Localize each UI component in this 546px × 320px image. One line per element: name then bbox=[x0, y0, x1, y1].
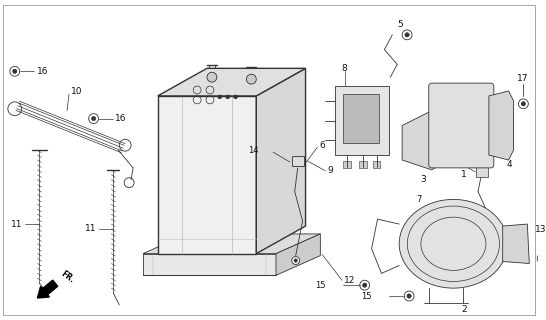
Text: 16: 16 bbox=[115, 114, 127, 123]
Polygon shape bbox=[158, 68, 306, 96]
Text: 3: 3 bbox=[420, 175, 426, 184]
Text: 5: 5 bbox=[397, 20, 403, 29]
Bar bbox=[335, 86, 389, 155]
Text: 13: 13 bbox=[535, 226, 546, 235]
Bar bbox=[359, 161, 367, 168]
Circle shape bbox=[91, 116, 96, 121]
Circle shape bbox=[483, 172, 485, 175]
Circle shape bbox=[10, 66, 20, 76]
Text: 2: 2 bbox=[461, 305, 467, 314]
Text: 1: 1 bbox=[461, 170, 467, 179]
Bar bbox=[372, 161, 381, 168]
FancyArrow shape bbox=[38, 280, 58, 298]
Polygon shape bbox=[503, 224, 529, 263]
FancyBboxPatch shape bbox=[429, 83, 494, 168]
Text: 11: 11 bbox=[85, 225, 97, 234]
Text: 11: 11 bbox=[11, 220, 23, 228]
Circle shape bbox=[405, 33, 410, 37]
Circle shape bbox=[402, 30, 412, 40]
Circle shape bbox=[363, 283, 367, 287]
Text: 16: 16 bbox=[37, 67, 48, 76]
Text: 9: 9 bbox=[327, 166, 333, 175]
Circle shape bbox=[360, 280, 370, 290]
Polygon shape bbox=[489, 91, 514, 160]
Circle shape bbox=[294, 259, 298, 262]
Circle shape bbox=[88, 114, 99, 124]
Circle shape bbox=[519, 99, 529, 109]
Circle shape bbox=[218, 95, 222, 99]
Bar bbox=[292, 156, 304, 166]
Polygon shape bbox=[158, 96, 256, 254]
Circle shape bbox=[481, 171, 487, 177]
Text: 8: 8 bbox=[341, 64, 347, 73]
Polygon shape bbox=[143, 254, 276, 275]
Ellipse shape bbox=[399, 199, 508, 288]
Circle shape bbox=[207, 72, 217, 82]
Circle shape bbox=[407, 294, 411, 298]
Text: 14: 14 bbox=[248, 146, 259, 155]
Polygon shape bbox=[276, 234, 321, 275]
Polygon shape bbox=[143, 234, 321, 254]
Circle shape bbox=[13, 69, 17, 74]
Circle shape bbox=[246, 74, 256, 84]
Text: 7: 7 bbox=[416, 195, 422, 204]
Text: 14: 14 bbox=[438, 157, 448, 166]
Text: FR.: FR. bbox=[59, 270, 76, 285]
Circle shape bbox=[521, 101, 526, 106]
Polygon shape bbox=[256, 68, 306, 254]
Bar bbox=[476, 167, 488, 177]
Circle shape bbox=[537, 254, 546, 263]
Circle shape bbox=[296, 163, 299, 165]
Circle shape bbox=[234, 95, 238, 99]
Bar bbox=[343, 94, 379, 143]
Polygon shape bbox=[402, 111, 456, 170]
Circle shape bbox=[404, 291, 414, 301]
Circle shape bbox=[295, 161, 301, 167]
Text: 6: 6 bbox=[319, 141, 325, 150]
Text: 12: 12 bbox=[344, 276, 355, 285]
Circle shape bbox=[292, 257, 300, 265]
Text: 10: 10 bbox=[71, 87, 82, 97]
Circle shape bbox=[540, 256, 544, 261]
Text: 4: 4 bbox=[507, 160, 512, 169]
Text: 15: 15 bbox=[315, 281, 325, 290]
Text: 17: 17 bbox=[517, 74, 528, 83]
Text: 15: 15 bbox=[361, 292, 372, 300]
Circle shape bbox=[225, 95, 230, 99]
Bar bbox=[343, 161, 351, 168]
